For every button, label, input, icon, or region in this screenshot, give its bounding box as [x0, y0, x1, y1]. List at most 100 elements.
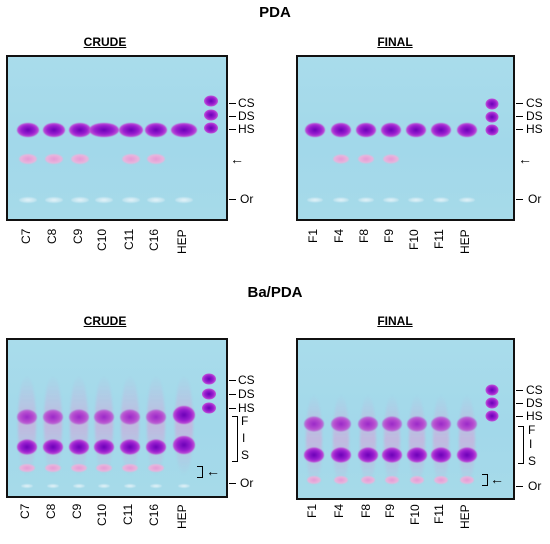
- upper-band: [69, 409, 89, 425]
- hs-band: [119, 123, 143, 137]
- upper-band: [431, 416, 451, 432]
- hs-band: [43, 123, 65, 137]
- lower-faint-band: [307, 476, 321, 484]
- lane-smear: [360, 395, 376, 485]
- arrow-icon-tl: ←: [230, 151, 244, 167]
- upper-band: [146, 409, 166, 425]
- lane-label: C11: [121, 503, 135, 525]
- upper-band: [457, 416, 477, 432]
- origin-mark: [175, 197, 193, 203]
- lower-faint-band: [334, 476, 348, 484]
- origin-mark: [98, 484, 110, 488]
- cs-label-tr: CS: [526, 96, 543, 110]
- hs-band: [381, 123, 401, 137]
- cs-label-tl: CS: [238, 96, 255, 110]
- gel-pda-final: [296, 55, 515, 221]
- lower-faint-band: [148, 464, 164, 472]
- ds-label-bl: DS: [238, 387, 255, 401]
- lane-label: HEP: [175, 504, 189, 529]
- i-label-bl: I: [242, 431, 246, 445]
- middle-band: [94, 439, 114, 455]
- hs-band: [89, 123, 119, 137]
- hs-label-bl: HS: [238, 401, 255, 415]
- lane-label: C10: [95, 228, 109, 251]
- or-label-br: Or: [528, 479, 542, 493]
- lane-label: C8: [45, 228, 59, 244]
- or-label-tl: Or: [240, 192, 254, 206]
- hs-tick-tl: [229, 129, 236, 130]
- upper-band: [17, 409, 37, 425]
- faint-band: [147, 154, 165, 164]
- hs-standard-spot: [202, 402, 216, 414]
- hs-tick-br: [516, 416, 523, 417]
- middle-band: [358, 447, 378, 463]
- hs-band: [171, 123, 197, 137]
- cs-tick-tl: [229, 103, 236, 104]
- f-label-br: F: [528, 423, 536, 437]
- origin-mark: [19, 197, 37, 203]
- lane-smear: [175, 375, 193, 475]
- lower-faint-band: [410, 476, 424, 484]
- lane-label: C8: [44, 503, 58, 519]
- middle-band: [17, 439, 37, 455]
- lane-label: F8: [359, 503, 373, 518]
- or-tick-br: [516, 486, 523, 487]
- upper-band: [94, 409, 114, 425]
- middle-band: [457, 447, 477, 463]
- cs-standard-spot: [485, 98, 499, 110]
- lane-label: F9: [383, 503, 397, 518]
- lower-faint-band: [434, 476, 448, 484]
- lane-label: F8: [357, 228, 371, 243]
- origin-mark: [433, 197, 449, 203]
- lane-label: F11: [432, 504, 446, 524]
- lane-label: F10: [408, 504, 422, 525]
- lane-label: F10: [407, 229, 421, 250]
- cs-tick-tr: [516, 103, 523, 104]
- faint-band: [45, 154, 63, 164]
- fis-bracket-br: [518, 426, 524, 464]
- i-label-br: I: [529, 437, 533, 451]
- upper-band: [304, 416, 324, 432]
- lane-label: C9: [70, 503, 84, 519]
- lane-smear: [121, 375, 139, 475]
- ds-tick-tr: [516, 116, 523, 117]
- lane-label: C7: [18, 503, 32, 519]
- hs-label-br: HS: [526, 409, 543, 423]
- ds-tick-tl: [229, 116, 236, 117]
- hs-tick-bl: [229, 408, 236, 409]
- lane-smear: [44, 375, 62, 475]
- crude-subtitle-top: CRUDE: [83, 35, 127, 49]
- faint-band: [71, 154, 89, 164]
- faint-band: [122, 154, 140, 164]
- ds-standard-spot: [485, 397, 499, 409]
- crude-subtitle-bottom: CRUDE: [83, 314, 127, 328]
- arrow-icon-br: ←: [490, 471, 504, 487]
- origin-mark: [21, 484, 33, 488]
- cs-standard-spot: [202, 373, 216, 385]
- lower-faint-band: [96, 464, 112, 472]
- fis-bracket-bl: [232, 416, 238, 462]
- ds-standard-spot: [485, 111, 499, 123]
- hs-standard-spot: [485, 124, 499, 136]
- middle-band: [69, 439, 89, 455]
- origin-mark: [459, 197, 475, 203]
- origin-mark: [95, 197, 113, 203]
- hs-band: [305, 123, 325, 137]
- hs-tick-tr: [516, 129, 523, 130]
- middle-band: [407, 447, 427, 463]
- lane-label: F4: [332, 228, 346, 243]
- lane-smear: [409, 395, 425, 485]
- faint-band: [383, 154, 399, 164]
- origin-mark: [147, 197, 165, 203]
- origin-mark: [383, 197, 399, 203]
- final-subtitle-top: FINAL: [377, 35, 413, 49]
- faint-band: [358, 154, 374, 164]
- lane-label: C11: [122, 228, 136, 250]
- lower-faint-band: [385, 476, 399, 484]
- lane-smear: [95, 375, 113, 475]
- lane-smear: [70, 375, 88, 475]
- ds-standard-spot: [202, 388, 216, 400]
- hs-band: [356, 123, 376, 137]
- origin-mark: [150, 484, 162, 488]
- hep-upper-band: [173, 406, 195, 424]
